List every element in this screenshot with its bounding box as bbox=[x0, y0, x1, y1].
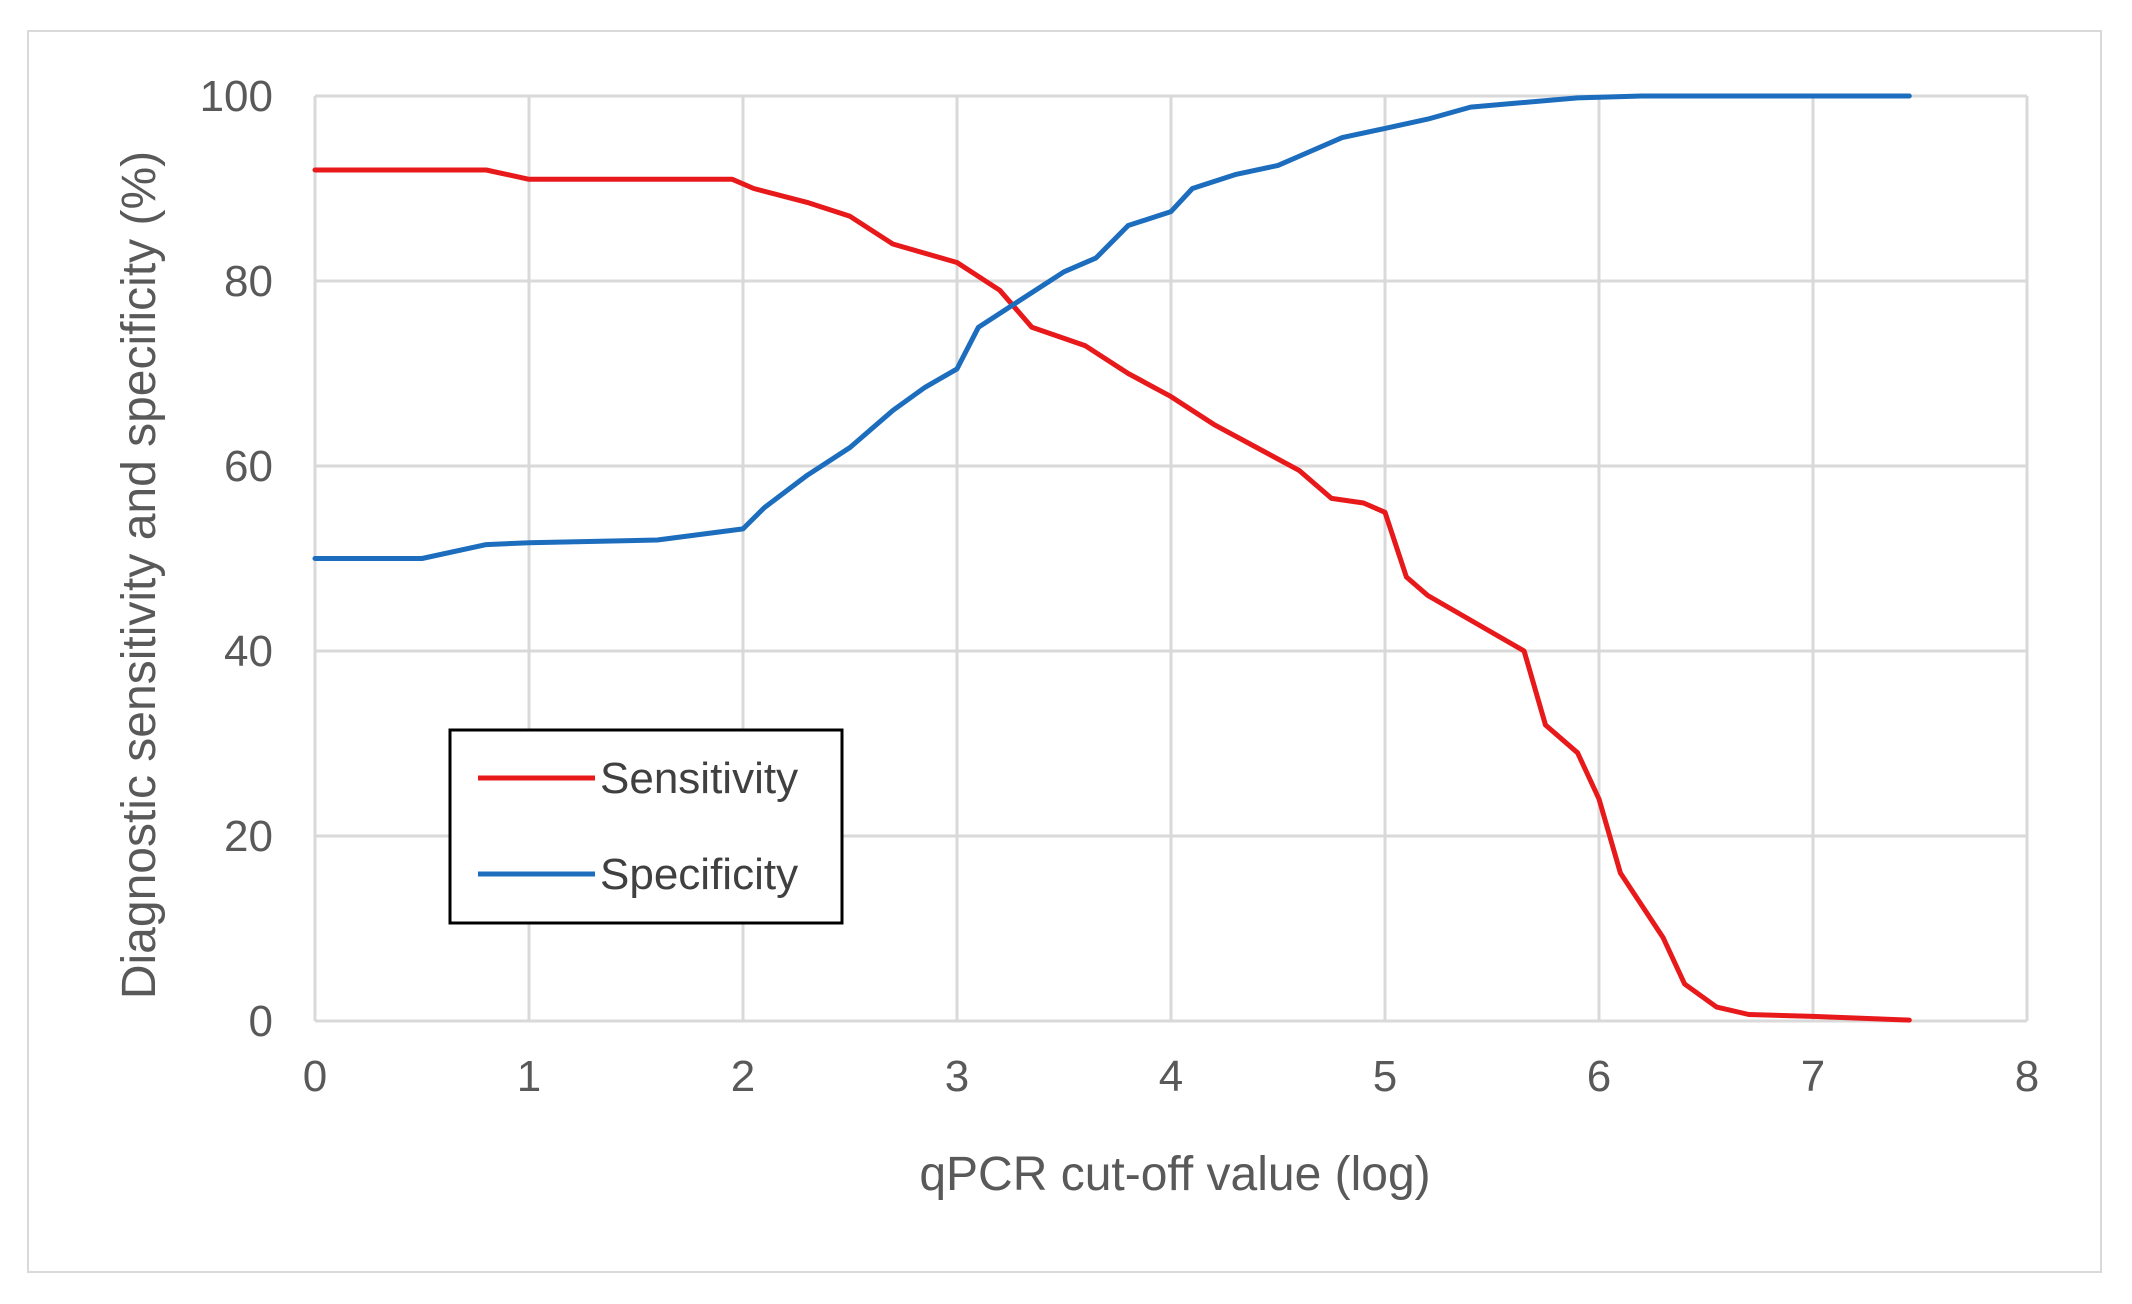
y-tick-label: 60 bbox=[224, 442, 273, 491]
x-tick-label: 7 bbox=[1801, 1052, 1825, 1101]
y-tick-label: 100 bbox=[200, 72, 273, 121]
legend-label-specificity: Specificity bbox=[600, 850, 798, 899]
y-tick-label: 20 bbox=[224, 812, 273, 861]
x-tick-label: 2 bbox=[731, 1052, 755, 1101]
gridlines bbox=[313, 94, 2029, 1023]
series-line-specificity bbox=[312, 93, 1912, 561]
y-axis-ticks: 0 20 40 60 80 100 bbox=[200, 72, 273, 1046]
legend-box bbox=[448, 728, 844, 925]
y-tick-label: 40 bbox=[224, 627, 273, 676]
x-axis-ticks: 0 1 2 3 4 5 6 7 8 bbox=[303, 1052, 2039, 1101]
legend-label-sensitivity: Sensitivity bbox=[600, 754, 798, 803]
x-tick-label: 4 bbox=[1159, 1052, 1183, 1101]
y-tick-label: 0 bbox=[249, 997, 273, 1046]
x-tick-label: 6 bbox=[1587, 1052, 1611, 1101]
x-tick-label: 1 bbox=[517, 1052, 541, 1101]
y-axis-title: Diagnostic sensitivity and specificity (… bbox=[113, 151, 166, 999]
y-tick-label: 80 bbox=[224, 257, 273, 306]
series-line-sensitivity bbox=[312, 167, 1912, 1023]
x-tick-label: 0 bbox=[303, 1052, 327, 1101]
x-axis-title: qPCR cut-off value (log) bbox=[919, 1148, 1430, 1201]
series-lines bbox=[312, 93, 1912, 1023]
x-tick-label: 3 bbox=[945, 1052, 969, 1101]
x-tick-label: 8 bbox=[2015, 1052, 2039, 1101]
legend: Sensitivity Specificity bbox=[448, 728, 844, 925]
x-tick-label: 5 bbox=[1373, 1052, 1397, 1101]
